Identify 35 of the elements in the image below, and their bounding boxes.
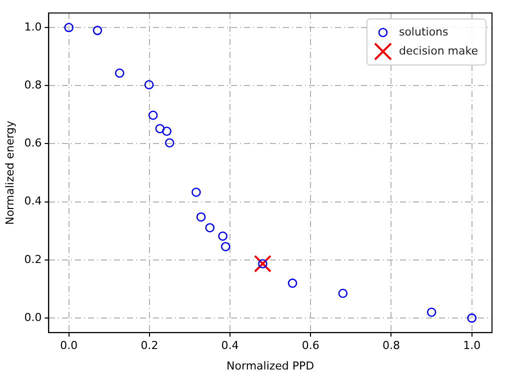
- point: [258, 259, 268, 268]
- point: [92, 26, 102, 36]
- legend-label: decision make: [398, 44, 478, 58]
- x-tick-label: 0.2: [140, 339, 158, 352]
- point: [164, 138, 174, 148]
- legend-label: solutions: [398, 25, 449, 38]
- point: [196, 212, 206, 222]
- point: [114, 68, 124, 78]
- point: [162, 126, 172, 136]
- point: [426, 308, 436, 317]
- point: [220, 242, 230, 252]
- y-tick-label: 0.4: [24, 194, 42, 208]
- point: [467, 313, 476, 323]
- y-tick-label: 0.6: [24, 136, 42, 150]
- x-axis-title: Normalized PPD: [226, 359, 314, 372]
- x-tick-label: 0.0: [60, 339, 78, 352]
- point: [148, 110, 158, 120]
- y-axis-title: Normalized energy: [3, 120, 16, 225]
- x-tick-label: 0.6: [302, 339, 320, 352]
- y-tick-label: 1.0: [24, 20, 42, 34]
- y-tick-label: 0.0: [24, 310, 42, 324]
- x-tick-label: 0.8: [382, 339, 400, 352]
- y-tick-label: 0.2: [24, 252, 42, 266]
- point: [192, 188, 201, 197]
- x-tick-label: 1.0: [463, 339, 481, 352]
- point: [144, 80, 154, 90]
- point: [155, 124, 165, 134]
- point: [338, 288, 348, 298]
- point: [254, 254, 272, 273]
- point: [64, 22, 74, 32]
- point: [218, 231, 228, 241]
- point: [288, 278, 298, 288]
- x-tick-label: 0.4: [221, 339, 239, 352]
- y-tick-label: 0.8: [24, 78, 42, 92]
- point: [205, 223, 215, 232]
